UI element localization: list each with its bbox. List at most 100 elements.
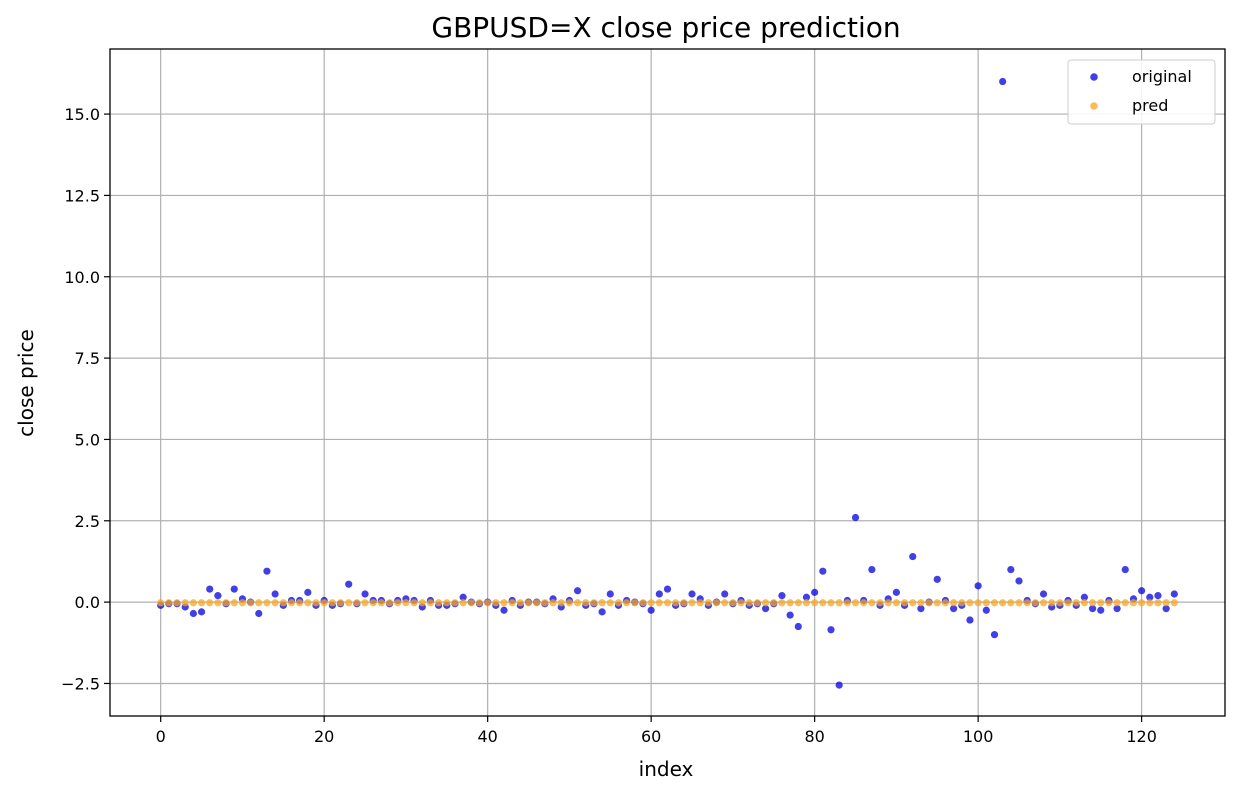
pred-point xyxy=(287,599,296,607)
y-tick-label: 12.5 xyxy=(64,186,100,205)
pred-point xyxy=(745,599,753,607)
original-point xyxy=(786,611,794,619)
y-tick-label: 10.0 xyxy=(64,268,100,287)
x-tick-label: 40 xyxy=(477,727,497,746)
pred-point xyxy=(647,599,655,607)
x-tick-label: 60 xyxy=(641,727,661,746)
pred-point xyxy=(549,599,557,607)
original-point xyxy=(1080,593,1088,601)
original-point xyxy=(827,626,835,634)
pred-point xyxy=(950,599,958,607)
y-tick-label: 15.0 xyxy=(64,105,100,124)
pred-point xyxy=(557,599,565,607)
original-point xyxy=(1097,606,1105,614)
pred-point xyxy=(1113,599,1121,607)
pred-point xyxy=(214,599,222,607)
pred-point xyxy=(500,599,508,607)
y-tick-label: 0.0 xyxy=(75,593,100,612)
data-points xyxy=(157,77,1178,689)
pred-point xyxy=(475,599,484,607)
pred-point xyxy=(271,599,279,607)
pred-point xyxy=(173,599,181,607)
x-tick-label: 100 xyxy=(963,727,994,746)
pred-point xyxy=(1023,599,1031,607)
original-point xyxy=(271,590,279,598)
original-point xyxy=(304,588,312,596)
pred-point xyxy=(565,599,574,607)
legend: original pred xyxy=(1067,59,1216,125)
pred-point xyxy=(802,599,811,607)
pred-point xyxy=(508,599,516,607)
pred-point xyxy=(639,599,647,607)
pred-point xyxy=(165,599,173,607)
pred-point xyxy=(435,599,443,607)
pred-point xyxy=(958,599,966,607)
original-point xyxy=(606,590,614,598)
original-point xyxy=(688,590,696,598)
pred-point xyxy=(304,599,312,607)
original-point xyxy=(990,631,999,639)
x-tick-label: 20 xyxy=(314,727,334,746)
pred-point xyxy=(296,599,304,607)
pred-point xyxy=(590,599,598,607)
pred-point xyxy=(729,599,737,607)
original-point xyxy=(189,609,197,618)
original-point xyxy=(1154,592,1162,600)
legend-marker-original xyxy=(1090,73,1098,81)
original-point xyxy=(811,588,819,596)
pred-point xyxy=(941,599,950,607)
pred-point xyxy=(598,599,606,607)
pred-point xyxy=(459,599,467,607)
pred-point xyxy=(663,599,672,607)
pred-point xyxy=(1146,599,1154,607)
original-point xyxy=(1007,565,1015,574)
pred-point xyxy=(696,599,704,607)
pred-point xyxy=(1080,599,1088,607)
pred-point xyxy=(1015,599,1023,607)
legend-label-pred: pred xyxy=(1132,96,1168,115)
pred-point xyxy=(966,599,974,607)
pred-point xyxy=(925,599,933,607)
pred-point xyxy=(623,599,631,607)
pred-point xyxy=(712,599,721,607)
pred-point xyxy=(533,599,541,607)
original-point xyxy=(761,605,770,613)
original-point xyxy=(835,681,843,689)
pred-point xyxy=(1129,599,1138,607)
original-point xyxy=(917,605,925,613)
pred-point xyxy=(884,599,892,607)
original-point xyxy=(819,567,827,575)
original-point xyxy=(721,590,729,598)
pred-point xyxy=(410,599,418,607)
original-point xyxy=(1113,605,1121,613)
original-point xyxy=(1039,590,1048,598)
axis-ticks: 0 20 40 60 80 100 120 −2.5 0.0 2.5 5.0 7.5 10.0 12.5 1… xyxy=(61,105,1157,746)
pred-point xyxy=(336,599,345,607)
pred-point xyxy=(320,599,328,607)
y-tick-label: 7.5 xyxy=(75,349,100,368)
pred-point xyxy=(492,599,500,607)
x-axis-label: index xyxy=(639,757,694,781)
pred-point xyxy=(582,599,590,607)
pred-point xyxy=(197,599,206,607)
pred-point xyxy=(606,599,614,607)
pred-point xyxy=(361,599,369,607)
pred-point xyxy=(778,599,786,607)
pred-point xyxy=(467,599,475,607)
pred-point xyxy=(1064,599,1072,607)
original-point xyxy=(868,565,876,574)
original-point xyxy=(573,587,582,595)
y-axis-label: close price xyxy=(14,329,38,437)
pred-point xyxy=(541,599,549,607)
pred-point xyxy=(255,599,263,607)
x-tick-label: 0 xyxy=(156,727,166,746)
pred-point xyxy=(1039,599,1048,607)
pred-point xyxy=(843,599,851,607)
pred-point xyxy=(721,599,729,607)
pred-point xyxy=(1097,599,1105,607)
original-point xyxy=(230,585,238,593)
pred-point xyxy=(189,599,197,607)
pred-point xyxy=(868,599,876,607)
